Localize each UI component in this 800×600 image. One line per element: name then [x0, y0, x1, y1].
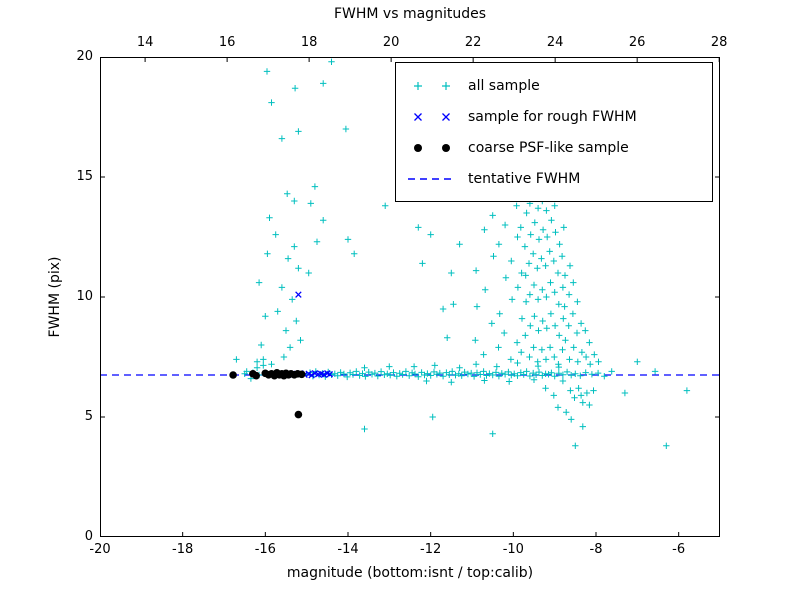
legend-item-tentative-fwhm: tentative FWHM [406, 163, 702, 194]
coarse-psf-sample-points [229, 369, 306, 419]
x-tick-label-top: 18 [300, 35, 318, 50]
plot-canvas [99, 56, 720, 538]
x-tick-label-bottom: -18 [172, 542, 194, 557]
x-tick-label-top: 28 [710, 35, 728, 50]
rough-fwhm-sample-points [280, 291, 334, 379]
legend-item-all-sample: all sample [406, 70, 702, 101]
plot-area [99, 56, 720, 538]
x-tick-label-top: 24 [546, 35, 564, 50]
legend-label: tentative FWHM [468, 170, 581, 187]
legend-label: all sample [468, 77, 540, 94]
x-tick-label-top: 16 [218, 35, 236, 50]
y-tick-label: 0 [84, 529, 93, 544]
x-tick-label-bottom: -10 [502, 542, 524, 557]
x-tick-label-top: 26 [628, 35, 646, 50]
legend: all sample sample for rough FWHM coarse PS… [395, 62, 713, 202]
x-tick-label-bottom: -8 [589, 542, 603, 557]
y-tick-label: 15 [76, 169, 93, 184]
all-sample-points [233, 58, 691, 449]
chart-title: FWHM vs magnitudes [333, 6, 486, 22]
x-tick-label-top: 20 [382, 35, 400, 50]
legend-label: sample for rough FWHM [468, 108, 637, 125]
x-tick-label-bottom: -20 [89, 542, 111, 557]
x-tick-label-top: 22 [464, 35, 482, 50]
rough-fwhm-sample-legend-marker [414, 112, 450, 121]
x-tick-label-bottom: -16 [254, 542, 276, 557]
coarse-psf-sample-legend-marker [414, 143, 450, 152]
y-tick-label: 5 [84, 409, 93, 424]
legend-item-coarse-psf-sample: coarse PSF-like sample [406, 132, 702, 163]
x-tick-label-bottom: -12 [420, 542, 442, 557]
legend-item-rough-fwhm-sample: sample for rough FWHM [406, 101, 702, 132]
x-tick-label-top: 14 [136, 35, 154, 50]
x-tick-label-bottom: -14 [337, 542, 359, 557]
x-axis-label: magnitude (bottom:isnt / top:calib) [286, 565, 534, 581]
tentative-fwhm-legend-marker [408, 177, 456, 180]
y-tick-label: 10 [76, 289, 93, 304]
x-tick-label-bottom: -6 [672, 542, 686, 557]
all-sample-legend-marker [414, 81, 450, 90]
legend-label: coarse PSF-like sample [468, 139, 629, 156]
y-tick-label: 20 [76, 49, 93, 64]
